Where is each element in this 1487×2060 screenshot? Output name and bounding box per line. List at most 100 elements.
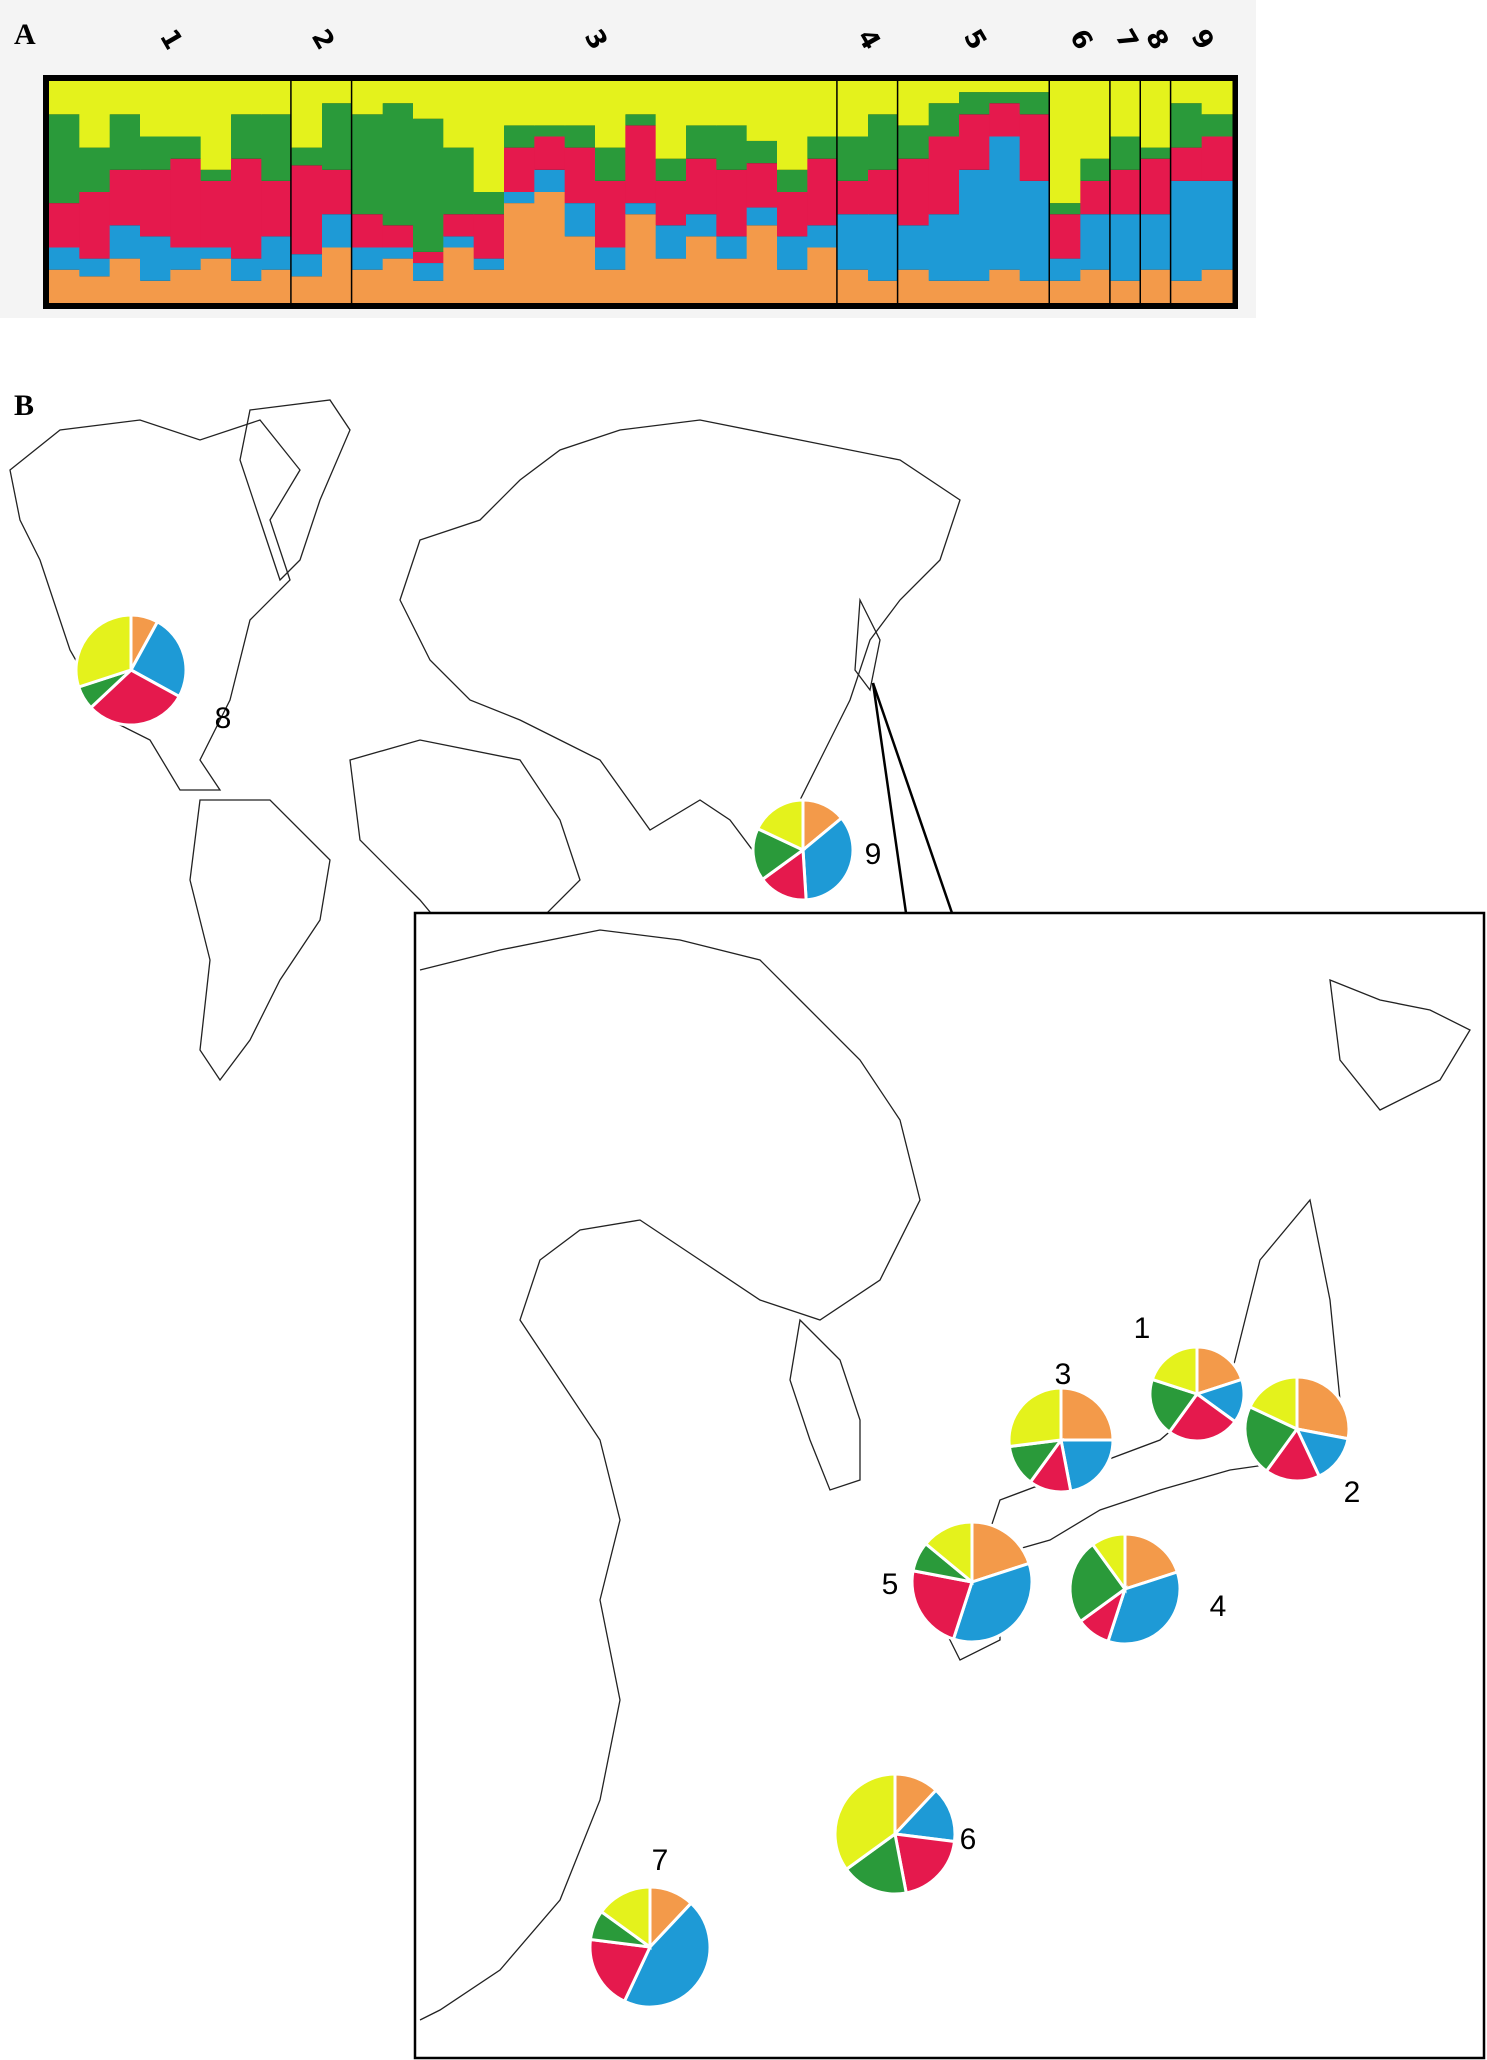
bar-segment: [1050, 258, 1081, 281]
bar-segment: [504, 203, 535, 303]
bar-segment: [140, 136, 171, 170]
bar-segment: [1110, 169, 1142, 215]
bar-segment: [109, 81, 141, 115]
bar-segment: [322, 247, 353, 303]
bar-segment: [837, 214, 869, 270]
bar-segment: [170, 247, 202, 270]
bar-segment: [686, 81, 717, 126]
bar-segment: [595, 247, 626, 270]
bar-segment: [1019, 280, 1051, 303]
bar-segment: [352, 247, 384, 270]
bar-segment: [382, 225, 414, 248]
pie-slice: [128, 619, 188, 699]
bar-segment: [807, 247, 839, 303]
panel-label: B: [14, 389, 34, 422]
bar-segment: [686, 236, 717, 303]
bar-segment: [1201, 114, 1233, 137]
bar-segment: [1050, 214, 1081, 259]
bar-segment: [655, 180, 687, 226]
bar-segment: [655, 81, 687, 159]
bar-segment: [170, 136, 202, 159]
bar-segment: [79, 276, 111, 303]
bar-segment: [1171, 180, 1203, 281]
bar-segment: [231, 158, 262, 259]
inset-box: [413, 911, 1486, 2060]
bar-segment: [504, 147, 535, 192]
bar-segment: [49, 247, 80, 270]
inset-connector: [871, 682, 954, 914]
bar-segment: [200, 169, 232, 181]
bar-segment: [1080, 158, 1112, 181]
bar-segment: [868, 280, 899, 303]
bar-segment: [655, 225, 687, 259]
bar-segment: [1110, 214, 1142, 281]
bar-segment: [777, 236, 808, 270]
bar-segment: [716, 169, 748, 237]
bar-segment: [200, 180, 232, 248]
bar-segment: [352, 81, 384, 115]
bar-segment: [170, 269, 202, 303]
bar-segment: [959, 169, 990, 281]
bar-segment: [686, 214, 717, 237]
pie-slice: [1090, 1532, 1127, 1594]
bar-segment: [534, 169, 566, 192]
bar-segment: [1080, 180, 1112, 215]
bar-segment: [1141, 81, 1172, 148]
bar-segment: [1141, 269, 1172, 303]
inset-connector: [871, 682, 908, 914]
bar-segment: [1141, 214, 1172, 270]
north-america: [9, 419, 301, 791]
bar-segment: [1171, 103, 1203, 148]
bar-segment: [291, 254, 323, 277]
bar-segment: [564, 203, 596, 237]
bar-segment: [595, 269, 626, 303]
pie-label: 9: [865, 838, 882, 871]
pie-slice: [88, 668, 182, 727]
bar-segment: [261, 114, 293, 181]
bar-segment: [564, 125, 596, 148]
bar-segment: [625, 203, 657, 215]
bar-segment: [716, 236, 748, 259]
pie-slice: [1148, 1377, 1200, 1435]
pie-label: 1: [1134, 1312, 1151, 1345]
bar-segment: [868, 81, 899, 115]
bar-segment: [200, 247, 232, 259]
bar-segment: [473, 269, 505, 303]
pie-label: 8: [215, 702, 232, 735]
bar-segment: [868, 114, 899, 170]
pie-slice: [751, 826, 806, 882]
world-map: [9, 399, 961, 1082]
bar-segment: [928, 280, 960, 303]
bar-segment: [746, 225, 778, 303]
bar-segment: [200, 258, 232, 303]
bar-segment: [473, 214, 505, 259]
bar-segment: [140, 236, 171, 281]
bar-segment: [261, 180, 293, 237]
bar-segment: [49, 203, 80, 248]
bar-segment: [898, 81, 930, 126]
bar-segment: [989, 81, 1021, 93]
bar-segment: [504, 81, 535, 126]
south-america: [189, 799, 331, 1082]
bar-segment: [109, 114, 141, 170]
bar-segment: [807, 158, 839, 226]
bar-segment: [1110, 81, 1142, 137]
bar-segment: [595, 180, 626, 248]
bar-segment: [898, 125, 930, 159]
bar-segment: [868, 169, 899, 215]
bar-segment: [777, 81, 808, 170]
bar-segment: [716, 125, 748, 170]
bar-segment: [1141, 158, 1172, 215]
bar-segment: [140, 169, 171, 237]
bar-segment: [989, 136, 1021, 270]
bar-segment: [534, 125, 566, 137]
pie-slice: [599, 1885, 652, 1950]
pie-slice: [1068, 1542, 1128, 1624]
bar-segment: [291, 147, 323, 166]
japan-small: [854, 597, 881, 692]
bar-segment: [746, 140, 778, 164]
bar-segment: [564, 147, 596, 204]
bar-segment: [231, 114, 262, 159]
bar-segment: [1201, 269, 1233, 303]
